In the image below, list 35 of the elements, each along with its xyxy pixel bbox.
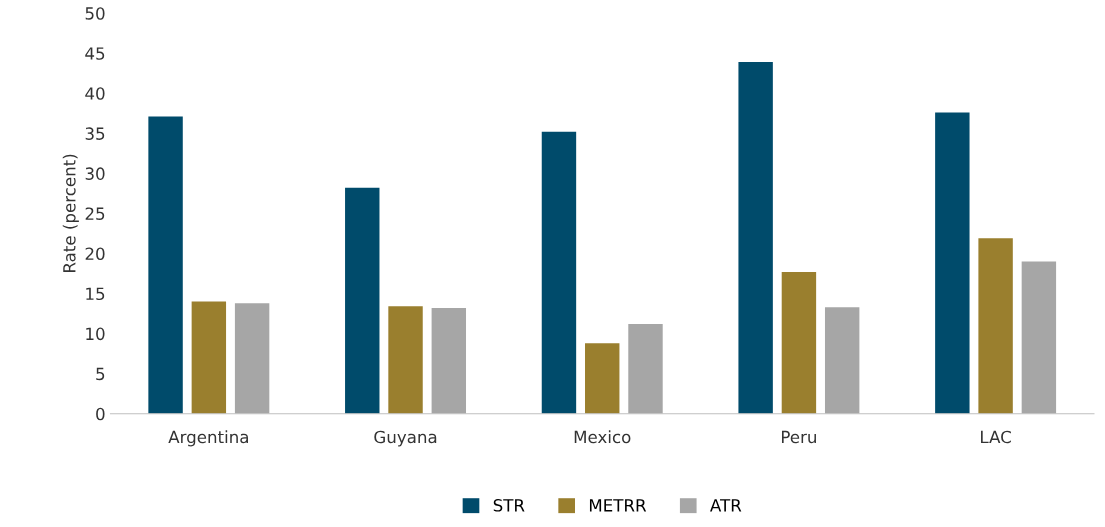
bar [148,116,183,414]
bar [824,307,860,414]
bar [628,323,663,414]
y-tick-label: 40 [85,87,105,100]
bar [541,131,577,414]
y-tick-label: 50 [85,7,105,20]
x-tick-label: Peru [781,430,816,444]
legend-label: ATR [710,499,742,512]
y-axis-title: Rate (percent) [62,154,79,272]
y-tick-label: 20 [85,247,105,261]
bar [234,303,270,414]
x-tick-label: Argentina [168,430,248,447]
legend-label: METRR [589,499,647,512]
bar [388,306,423,414]
y-tick-label: 5 [96,367,105,381]
y-tick-label: 15 [86,287,105,301]
bar [345,187,380,414]
bar [1021,261,1057,414]
x-tick-label: Mexico [574,430,631,444]
bar [935,112,970,414]
bar [191,301,227,414]
bar [431,307,467,414]
x-tick-label: Guyana [374,430,437,447]
x-tick-label: LAC [981,430,1011,444]
bar [781,271,817,414]
y-tick-label: 25 [85,207,105,220]
y-tick-label: 0 [96,407,105,421]
y-tick-label: 30 [85,167,105,180]
y-tick-label: 10 [86,327,105,341]
legend-label: STR [493,499,525,512]
bar [738,62,773,414]
y-tick-label: 35 [85,127,105,140]
bar [585,343,620,414]
bar [978,238,1013,414]
y-tick-label: 45 [85,47,105,60]
